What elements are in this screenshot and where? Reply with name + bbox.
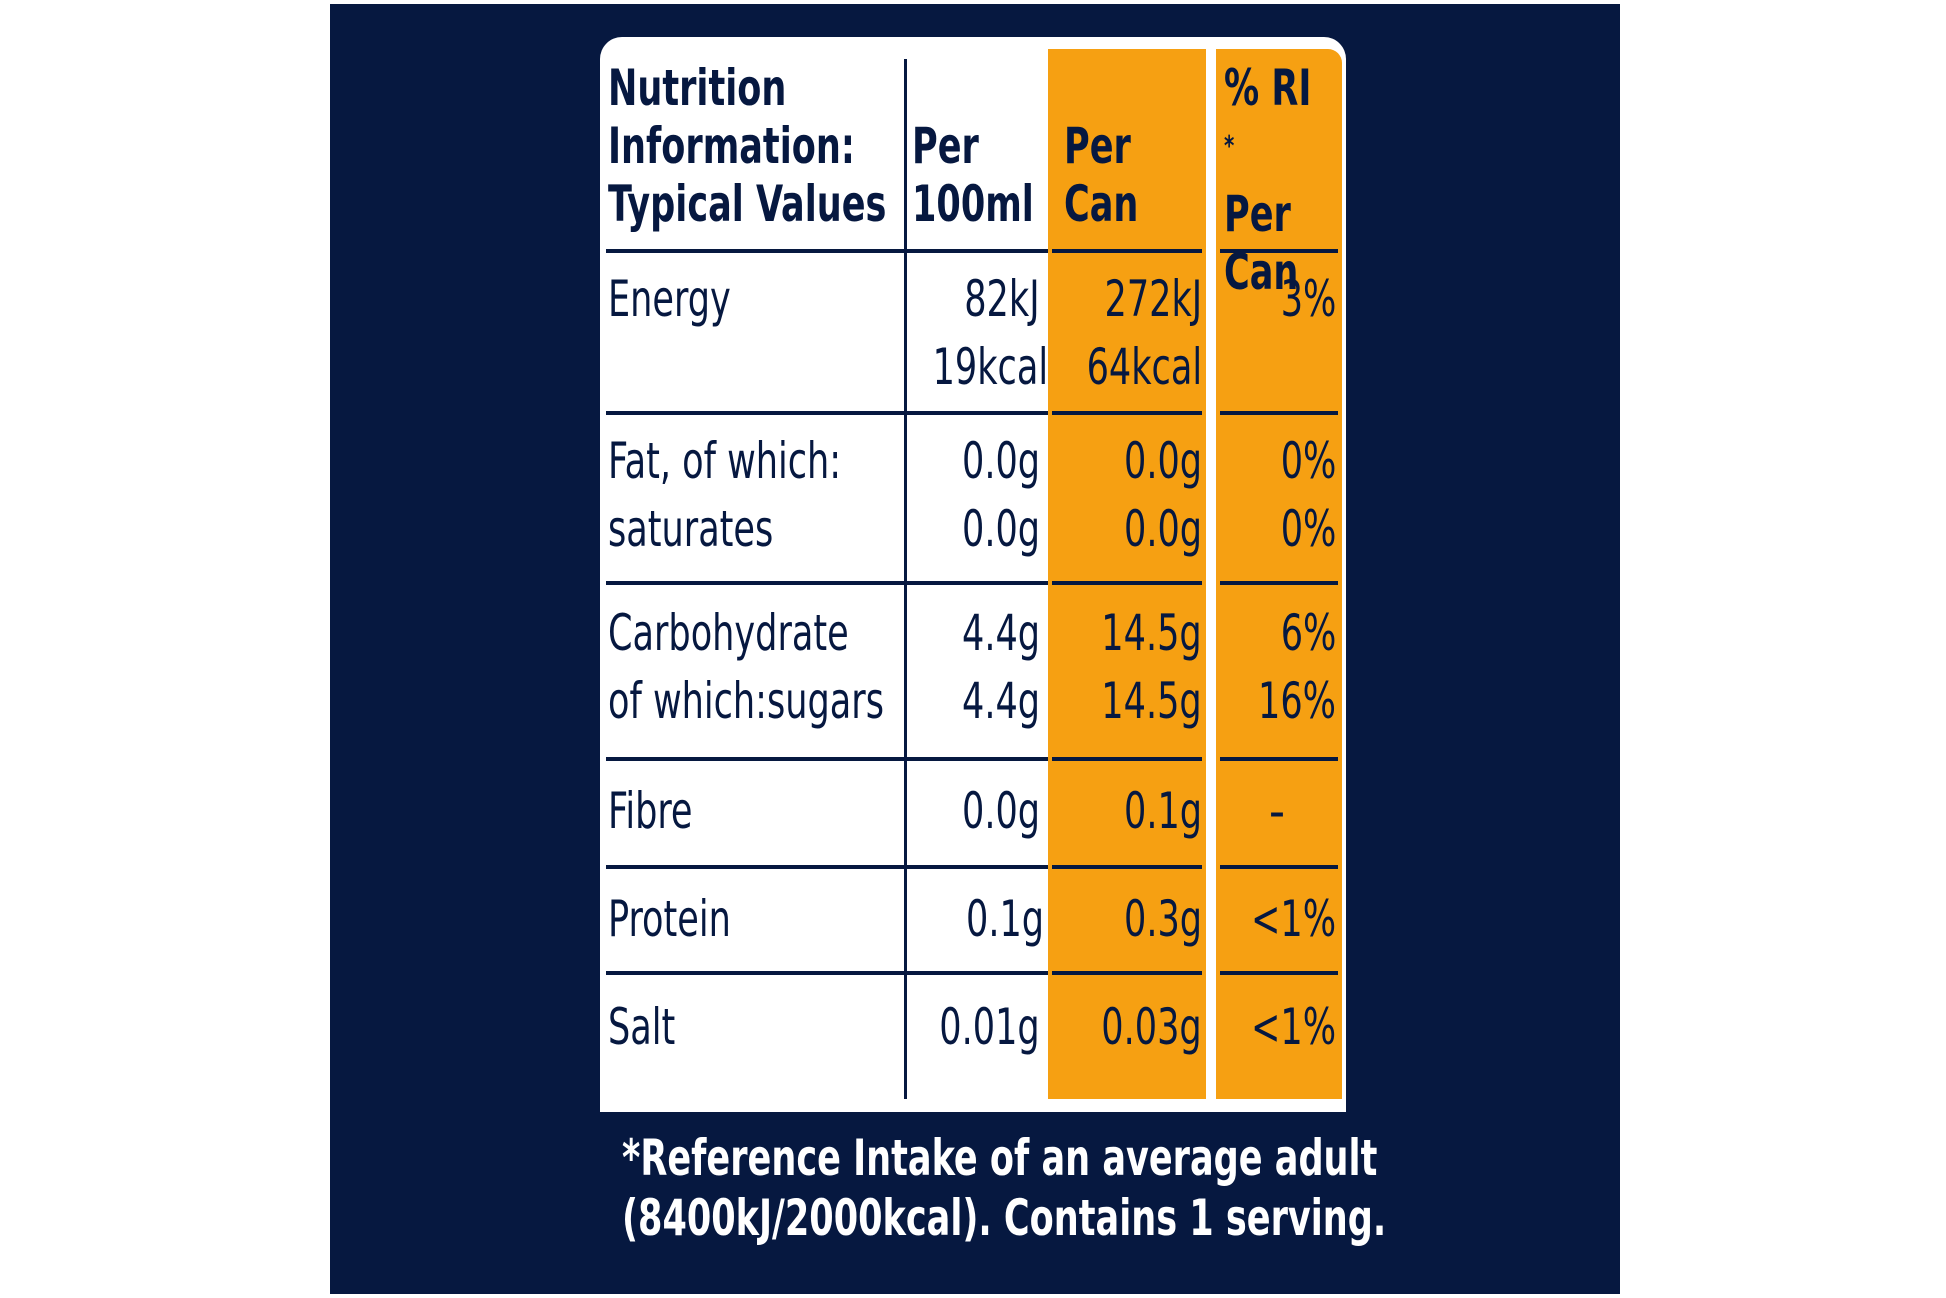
- nutrition-table: Nutrition Information: Typical Values Pe…: [600, 37, 1346, 1112]
- row-carbohydrate-ri: 6% 16%: [1258, 604, 1336, 730]
- row-divider: [1220, 581, 1338, 585]
- row-protein-percan: 0.3g: [1123, 890, 1202, 948]
- row-carbohydrate-per100: 4.4g 4.4g: [961, 604, 1040, 730]
- row-energy-ri: 3%: [1280, 270, 1336, 328]
- row-divider: [606, 757, 1048, 761]
- row-fibre-label: Fibre: [608, 782, 693, 840]
- row-carbohydrate-percan: 14.5g 14.5g: [1101, 604, 1202, 730]
- column-divider: [1211, 49, 1215, 1099]
- header-nutrition-information: Nutrition Information: Typical Values: [608, 59, 887, 233]
- header-per-can: Per Can: [1064, 117, 1139, 233]
- row-fat-label: Fat, of which: saturates: [608, 432, 842, 558]
- row-carbohydrate-label: Carbohydrate of which:sugars: [608, 604, 884, 730]
- column-divider: [904, 59, 907, 1099]
- row-fibre-percan: 0.1g: [1123, 782, 1202, 840]
- row-salt-per100: 0.01g: [939, 998, 1040, 1056]
- row-fat-percan: 0.0g 0.0g: [1123, 432, 1202, 558]
- header-ri-per-can: % RI * Per Can: [1224, 59, 1312, 301]
- row-fibre-per100: 0.0g: [961, 782, 1040, 840]
- ri-column-highlight: [1216, 49, 1342, 1099]
- row-divider: [1052, 249, 1202, 253]
- row-energy-label: Energy: [608, 270, 731, 328]
- row-energy-per100: 82kJ 19kcal: [932, 270, 1049, 396]
- row-divider: [606, 971, 1048, 975]
- row-divider: [1220, 411, 1338, 415]
- row-divider: [1052, 865, 1202, 869]
- row-divider: [606, 411, 1048, 415]
- row-divider: [1220, 249, 1338, 253]
- per-can-column-highlight: [1048, 49, 1206, 1099]
- row-divider: [1220, 757, 1338, 761]
- row-protein-per100: 0.1g: [965, 890, 1044, 948]
- row-divider: [1052, 581, 1202, 585]
- row-fibre-ri: -: [1268, 782, 1286, 840]
- row-salt-label: Salt: [608, 998, 676, 1056]
- row-protein-label: Protein: [608, 890, 731, 948]
- row-divider: [1052, 971, 1202, 975]
- row-divider: [606, 249, 1048, 253]
- row-protein-ri: <1%: [1250, 890, 1336, 948]
- row-fat-ri: 0% 0%: [1280, 432, 1336, 558]
- row-divider: [1052, 757, 1202, 761]
- header-per-100ml: Per 100ml: [912, 117, 1034, 233]
- row-energy-percan: 272kJ 64kcal: [1086, 270, 1202, 396]
- row-salt-ri: <1%: [1250, 998, 1336, 1056]
- row-divider: [1220, 865, 1338, 869]
- row-fat-per100: 0.0g 0.0g: [961, 432, 1040, 558]
- row-divider: [606, 865, 1048, 869]
- row-divider: [1052, 411, 1202, 415]
- row-divider: [606, 581, 1048, 585]
- reference-intake-footnote: *Reference Intake of an average adult (8…: [622, 1129, 1387, 1247]
- row-divider: [1220, 971, 1338, 975]
- row-salt-percan: 0.03g: [1101, 998, 1202, 1056]
